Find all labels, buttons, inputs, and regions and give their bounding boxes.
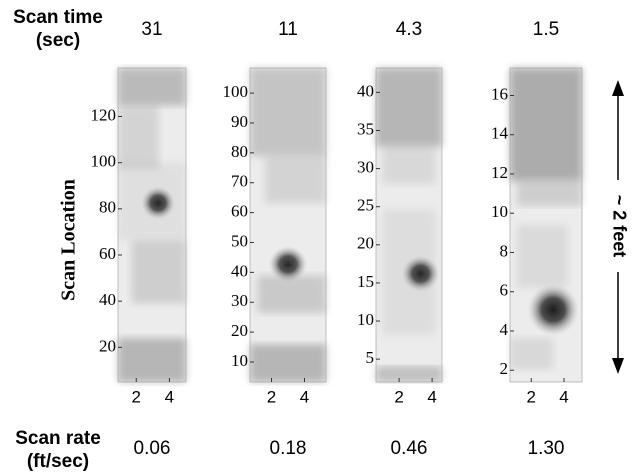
arrow-head (612, 358, 624, 374)
texture-patch (131, 240, 186, 304)
y-tick-label: 16 (491, 84, 508, 103)
y-tick-label: 35 (357, 119, 374, 138)
y-tick-label: 80 (231, 142, 248, 161)
x-tick-label: 4 (165, 387, 174, 406)
y-tick-label: 4 (500, 320, 509, 339)
texture-patch (265, 155, 326, 204)
y-tick-label: 25 (357, 196, 374, 215)
texture-patch (510, 68, 582, 182)
y-tick-label: 20 (231, 321, 248, 340)
x-tick-label: 4 (300, 387, 309, 406)
heatmap-panel (375, 67, 443, 383)
scan-rate-value: 1.30 (528, 438, 565, 459)
y-tick-label: 90 (231, 112, 248, 131)
texture-patch (517, 225, 568, 288)
x-tick-label: 2 (132, 387, 141, 406)
y-tick-label: 10 (231, 351, 248, 370)
y-tick-label: 60 (231, 202, 248, 221)
y-tick-label: 8 (500, 241, 509, 260)
y-tick-label: 10 (357, 310, 374, 329)
x-tick-label: 2 (394, 387, 403, 406)
heatmap-panel (117, 67, 187, 383)
texture-patch (376, 68, 442, 147)
texture-patch (376, 366, 442, 382)
y-tick-label: 6 (500, 281, 509, 300)
y-tick-label: 20 (99, 336, 116, 355)
intensity-blob (141, 186, 176, 220)
annotation: ~ 2 feet (609, 195, 629, 258)
y-tick-label: 100 (223, 82, 249, 101)
texture-patch (517, 181, 582, 207)
y-tick-label: 14 (491, 124, 509, 143)
intensity-blob (527, 283, 579, 336)
x-tick-label: 4 (427, 387, 436, 406)
intensity-blob (401, 255, 440, 292)
panel-frame (249, 67, 327, 383)
y-tick-label: 15 (357, 272, 374, 291)
texture-patch (118, 105, 159, 169)
scan-time-unit: (sec) (36, 30, 80, 51)
x-tick-label: 2 (527, 387, 536, 406)
texture-patch (118, 68, 186, 106)
scan-time-value: 1.5 (533, 19, 559, 40)
y-tick-label: 30 (357, 158, 374, 177)
y-tick-label: 30 (231, 291, 248, 310)
panel-frame (509, 67, 583, 383)
scan-rate-unit: (ft/sec) (27, 451, 89, 472)
heatmap-panel (249, 67, 327, 383)
panel-frame (117, 67, 187, 383)
texture-patch (118, 338, 186, 382)
y-tick-label: 40 (357, 81, 374, 100)
texture-patch (250, 68, 326, 156)
y-tick-label: 50 (231, 231, 248, 250)
texture-patch (382, 146, 436, 185)
intensity-blob (268, 246, 308, 283)
y-tick-label: 60 (99, 244, 116, 263)
y-tick-label: 70 (231, 172, 248, 191)
heatmap-panel (509, 67, 583, 383)
y-tick-label: 20 (357, 234, 374, 253)
y-tick-label: 100 (91, 152, 117, 171)
y-tick-label: 80 (99, 198, 116, 217)
texture-patch (250, 344, 326, 382)
scan-time-value: 4.3 (396, 19, 422, 40)
arrow-head (612, 80, 624, 96)
x-tick-label: 2 (267, 387, 276, 406)
x-tick-label: 4 (559, 387, 568, 406)
scan-time-label: Scan time (13, 7, 103, 28)
y-axis-label: Scan Location (58, 179, 80, 301)
y-tick-label: 40 (99, 290, 116, 309)
y-tick-label: 120 (91, 105, 117, 124)
scan-time-value: 11 (278, 19, 298, 40)
y-tick-label: 40 (231, 261, 248, 280)
scan-rate-value: 0.18 (270, 438, 307, 459)
scan-rate-label: Scan rate (15, 428, 101, 449)
scan-rate-value: 0.06 (134, 438, 171, 459)
y-tick-label: 10 (491, 202, 508, 221)
y-tick-label: 12 (491, 163, 508, 182)
texture-patch (510, 338, 554, 370)
panel-frame (375, 67, 443, 383)
scan-rate-value: 0.46 (391, 438, 428, 459)
y-tick-label: 5 (366, 348, 375, 367)
scan-time-value: 31 (141, 19, 162, 40)
y-tick-label: 2 (500, 359, 509, 378)
